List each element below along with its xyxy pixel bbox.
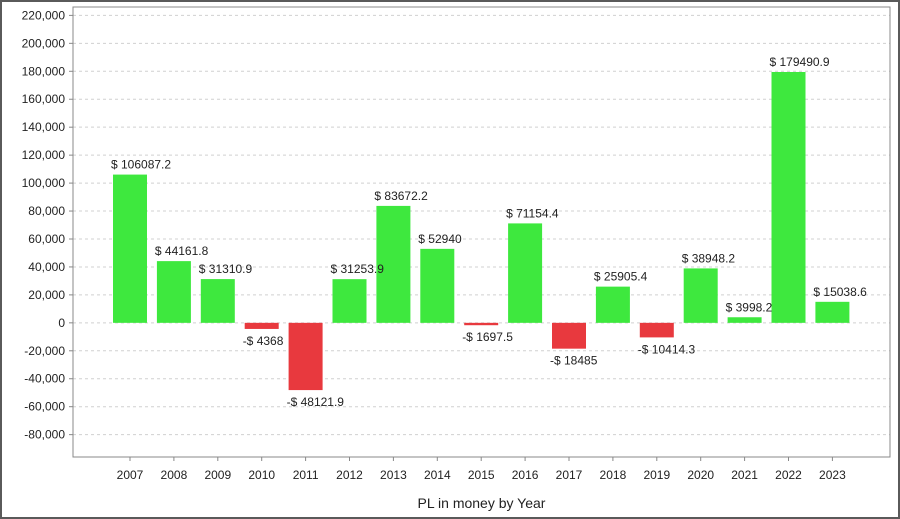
x-tick-label: 2018 xyxy=(600,468,627,482)
x-tick-label: 2013 xyxy=(380,468,407,482)
x-tick-label: 2019 xyxy=(643,468,670,482)
data-label: $ 38948.2 xyxy=(682,251,736,265)
bar xyxy=(200,279,235,323)
data-label: $ 25905.4 xyxy=(594,270,648,284)
bar xyxy=(244,322,279,329)
y-tick-label: 100,000 xyxy=(22,176,66,190)
axes xyxy=(72,6,891,458)
y-tick-label: 180,000 xyxy=(22,64,66,78)
y-tick-label: -40,000 xyxy=(24,372,65,386)
bars xyxy=(113,71,850,391)
x-tick-label: 2014 xyxy=(424,468,451,482)
data-label: $ 179490.9 xyxy=(770,55,830,69)
x-tick-label: 2009 xyxy=(204,468,231,482)
x-tick-label: 2022 xyxy=(775,468,802,482)
y-tick-label: 60,000 xyxy=(28,232,65,246)
data-label: $ 106087.2 xyxy=(111,158,171,172)
x-tick-label: 2017 xyxy=(556,468,583,482)
y-tick-label: 140,000 xyxy=(22,120,66,134)
data-label: $ 52940 xyxy=(418,232,462,246)
data-label: -$ 1697.5 xyxy=(462,330,513,344)
bar xyxy=(508,223,543,323)
y-tick-label: -80,000 xyxy=(24,428,65,442)
y-tick-label: 80,000 xyxy=(28,204,65,218)
x-tick-label: 2016 xyxy=(512,468,539,482)
y-tick-label: 220,000 xyxy=(22,8,66,22)
data-label: $ 44161.8 xyxy=(155,244,209,258)
x-axis-title: PL in money by Year xyxy=(418,495,546,511)
y-tick-label: 120,000 xyxy=(22,148,66,162)
grid-lines xyxy=(73,14,890,436)
bar xyxy=(639,322,674,338)
x-tick-label: 2011 xyxy=(293,468,319,482)
bar xyxy=(815,301,850,323)
bar xyxy=(332,279,367,323)
data-label: $ 31310.9 xyxy=(199,262,253,276)
y-tick-label: 160,000 xyxy=(22,92,66,106)
y-tick-label: 0 xyxy=(58,316,65,330)
x-tick-label: 2012 xyxy=(336,468,363,482)
data-label: $ 3998.2 xyxy=(726,300,773,314)
bar xyxy=(464,322,499,326)
plot-area-border xyxy=(72,6,891,458)
data-label: -$ 10414.3 xyxy=(638,342,696,356)
bar xyxy=(156,261,191,323)
x-tick-label: 2023 xyxy=(819,468,846,482)
y-tick-label: -60,000 xyxy=(24,400,65,414)
y-tick-label: 20,000 xyxy=(28,288,65,302)
data-label: $ 71154.4 xyxy=(506,206,559,220)
bar xyxy=(376,205,411,323)
y-tick-label: -20,000 xyxy=(24,344,65,358)
data-label: -$ 18485 xyxy=(550,354,598,368)
x-tick-label: 2007 xyxy=(117,468,144,482)
data-label: -$ 4368 xyxy=(243,334,284,348)
data-label: $ 15038.6 xyxy=(813,285,867,299)
bar xyxy=(420,248,455,323)
bar xyxy=(683,268,718,323)
bar xyxy=(727,317,762,323)
bar xyxy=(113,174,147,323)
x-tick-label: 2008 xyxy=(161,468,188,482)
x-tick-label: 2015 xyxy=(468,468,495,482)
x-tick-label: 2021 xyxy=(731,468,758,482)
x-tick-label: 2020 xyxy=(687,468,714,482)
bar xyxy=(288,322,323,391)
y-axis-ticks: 220,000 200,000 180,000 160,000 140,000 120,0… xyxy=(22,8,73,442)
data-label: -$ 48121.9 xyxy=(287,395,345,409)
bar xyxy=(552,322,586,349)
y-tick-label: 200,000 xyxy=(22,36,66,50)
bar xyxy=(595,286,630,323)
data-label: $ 83672.2 xyxy=(374,189,428,203)
y-tick-label: 40,000 xyxy=(28,260,65,274)
bar xyxy=(771,71,806,323)
data-labels: $ 106087.2 $ 44161.8 $ 31310.9 -$ 4368 -$ 48… xyxy=(111,55,867,409)
data-label: $ 31253.9 xyxy=(331,262,385,276)
x-tick-label: 2010 xyxy=(248,468,275,482)
x-axis-ticks: 2007 2008 2009 2010 2011 2012 2013 2014 2015 2016… xyxy=(117,457,846,482)
